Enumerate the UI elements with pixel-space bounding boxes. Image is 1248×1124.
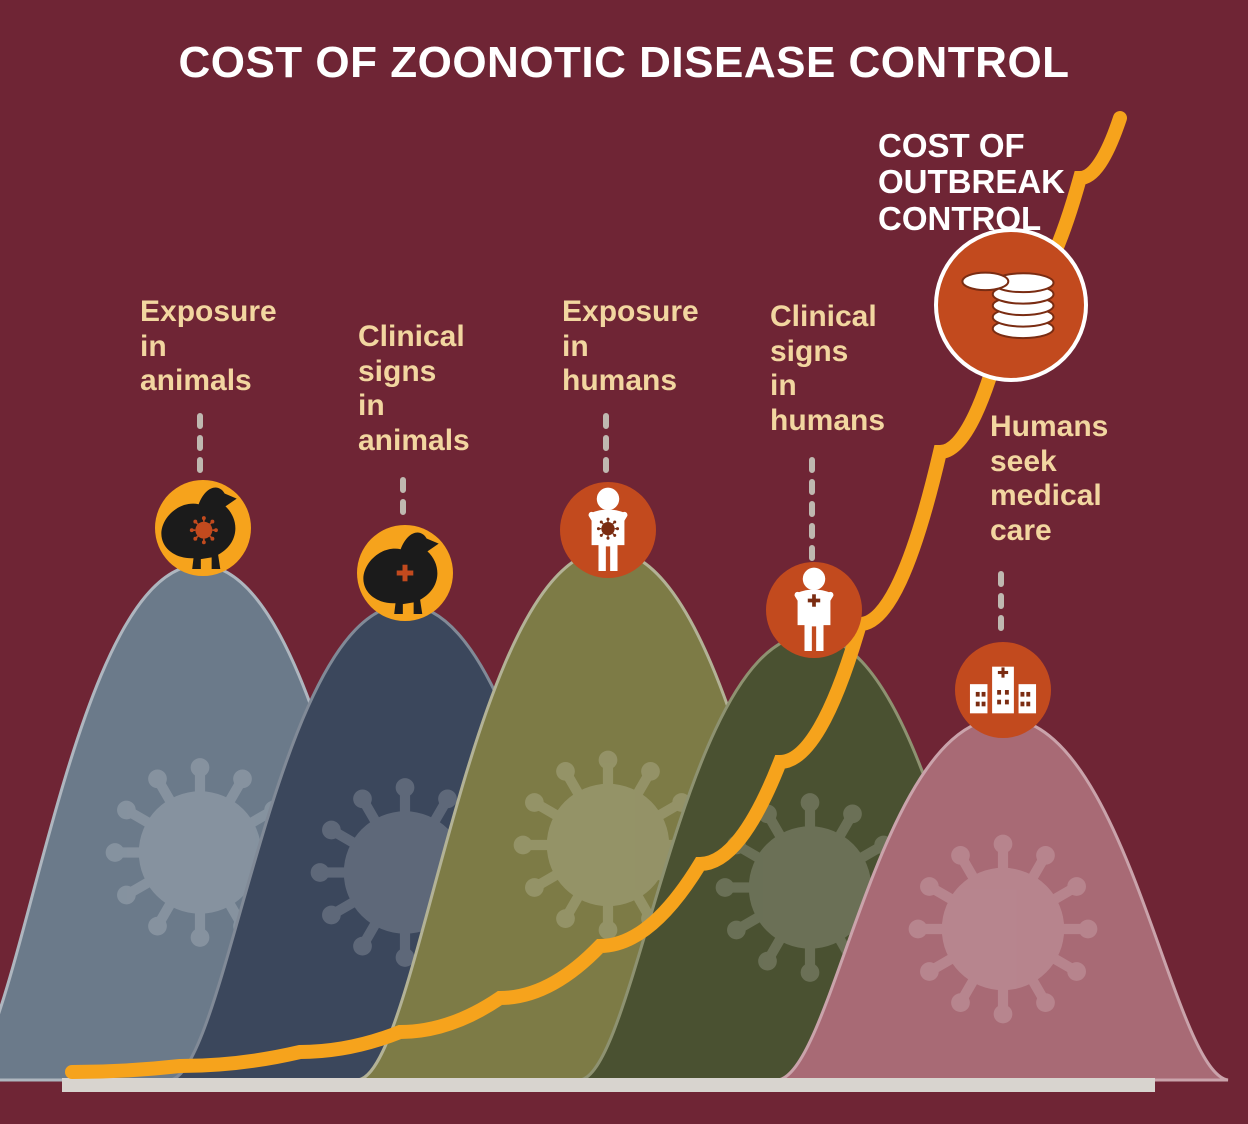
clinical-animals-icon bbox=[357, 525, 453, 621]
label-exposure-animals: Exposure in animals bbox=[140, 295, 277, 399]
label-exposure-humans: Exposure in humans bbox=[562, 295, 699, 399]
label-clinical-animals: Clinical signs in animals bbox=[358, 320, 470, 458]
label-medical-care: Humans seek medical care bbox=[990, 410, 1108, 548]
cost-curve-label: COST OF OUTBREAK CONTROL bbox=[878, 128, 1065, 237]
exposure-humans-icon bbox=[560, 482, 656, 578]
clinical-humans-icon bbox=[766, 562, 862, 658]
coins-icon bbox=[936, 230, 1086, 380]
baseline bbox=[62, 1078, 1155, 1092]
page-title: COST OF ZOONOTIC DISEASE CONTROL bbox=[0, 38, 1248, 88]
exposure-animals-icon bbox=[155, 480, 251, 576]
infographic-root: COST OF ZOONOTIC DISEASE CONTROL COST OF… bbox=[0, 0, 1248, 1124]
medical-care-icon bbox=[955, 642, 1051, 738]
label-clinical-humans: Clinical signs in humans bbox=[770, 300, 885, 438]
